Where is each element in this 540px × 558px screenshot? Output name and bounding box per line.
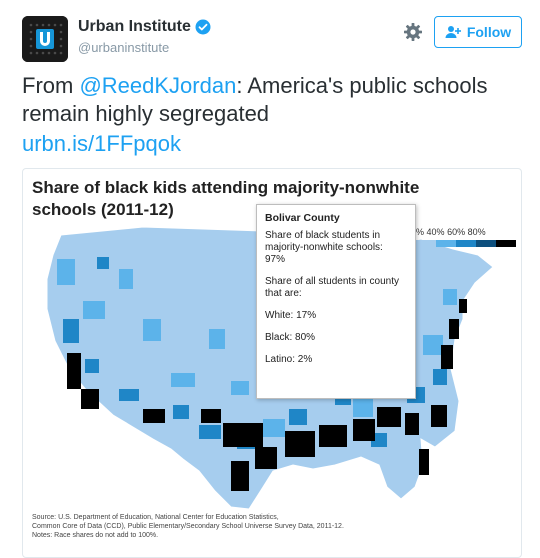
tooltip-share-all-label: Share of all students in county that are… <box>265 276 399 299</box>
legend-color-bar <box>416 240 516 247</box>
account-name[interactable]: Urban Institute <box>78 18 211 36</box>
chart-title: Share of black kids attending majority-n… <box>32 178 420 219</box>
legend-swatch <box>496 240 516 247</box>
source-line: Notes: Race shares do not add to 100%. <box>32 532 159 539</box>
verified-badge-icon <box>195 19 211 35</box>
follow-label: Follow <box>466 24 512 40</box>
urban-institute-logo-icon <box>22 16 68 62</box>
county-tooltip: Bolivar County Share of black students i… <box>256 204 416 399</box>
legend-label: 60% <box>447 227 466 237</box>
tooltip-black: Black: 80% <box>265 332 316 343</box>
source-line: Common Core of Data (CCD), Public Elemen… <box>32 523 344 530</box>
legend-swatch <box>436 240 456 247</box>
media-card[interactable]: Share of black kids attending majority-n… <box>22 168 522 558</box>
follow-button[interactable]: Follow <box>434 16 522 48</box>
avatar[interactable] <box>22 16 68 62</box>
mention-link[interactable]: @ReedKJordan <box>79 73 237 98</box>
tooltip-county-name: Bolivar County <box>265 212 340 224</box>
legend-label: 40% <box>426 227 445 237</box>
account-handle[interactable]: @urbaninstitute <box>78 40 170 55</box>
tweet-body: : America's public schools remain highly… <box>22 73 488 126</box>
legend-labels: % 40% 60% 80% <box>416 227 516 237</box>
legend-swatch <box>456 240 476 247</box>
tooltip-share-black-label: Share of black students in majority-nonw… <box>265 230 383 253</box>
legend-swatch <box>416 240 436 247</box>
tweet-prefix: From <box>22 73 80 98</box>
source-line: Source: U.S. Department of Education, Na… <box>32 514 279 521</box>
tweet-url-link[interactable]: urbn.is/1FFpqok <box>22 131 181 156</box>
gear-icon[interactable] <box>403 22 423 42</box>
legend-label: % <box>416 227 425 237</box>
tooltip-white: White: 17% <box>265 310 317 321</box>
chart-source-notes: Source: U.S. Department of Education, Na… <box>32 513 512 540</box>
add-user-icon <box>445 26 461 38</box>
legend-label: 80% <box>467 227 486 237</box>
chart-legend: % 40% 60% 80% <box>416 227 516 247</box>
tweet-text: From @ReedKJordan: America's public scho… <box>22 72 522 158</box>
account-name-text[interactable]: Urban Institute <box>78 18 191 35</box>
tooltip-latino: Latino: 2% <box>265 354 313 365</box>
tooltip-share-black-value: 97% <box>265 254 286 265</box>
legend-swatch <box>476 240 496 247</box>
